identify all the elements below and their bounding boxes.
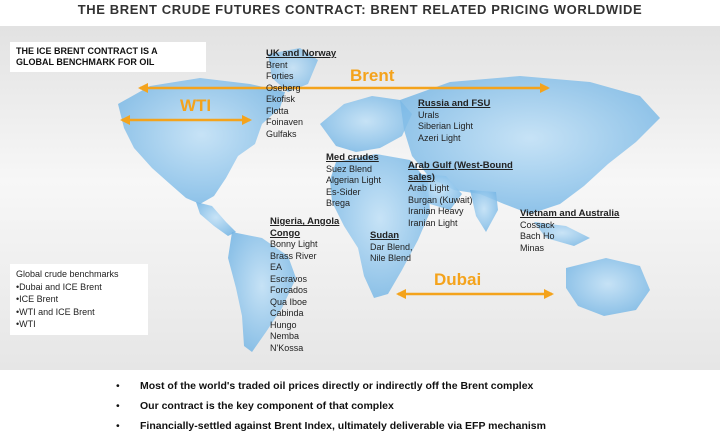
crude-grade: Siberian Light [418, 121, 474, 131]
crude-grade: Es-Sider [326, 186, 361, 197]
central-america-landmass [196, 202, 236, 236]
crude-grade: Forties [266, 71, 294, 81]
key-point: • Most of the world's traded oil prices … [0, 378, 720, 398]
legend-item: •WTI [16, 319, 36, 329]
key-point-text: Most of the world's traded oil prices di… [140, 380, 534, 392]
region-arab-gulf: Arab Gulf (West-Bound sales) Arab Light … [408, 160, 518, 229]
south-america-landmass [228, 232, 296, 352]
crude-grade: Ekofisk [266, 94, 296, 104]
crude-grade: Iranian Light [408, 217, 458, 228]
crude-grade: Algerian Light [326, 175, 382, 185]
benchmark-callout: THE ICE BRENT CONTRACT IS A GLOBAL BENCH… [10, 42, 206, 72]
region-sudan: Sudan Dar Blend, Nile Blend [370, 230, 413, 265]
legend-item: •Dubai and ICE Brent [16, 281, 102, 292]
key-point-text: Our contract is the key component of tha… [140, 400, 394, 412]
crude-grade: Dar Blend, [370, 241, 413, 252]
region-russia-fsu: Russia and FSU Urals Siberian Light Azer… [418, 98, 490, 144]
callout-line: THE ICE BRENT CONTRACT IS A [16, 46, 158, 56]
bullet-marker: • [116, 420, 120, 432]
region-title: UK and Norway [266, 48, 337, 59]
region-vietnam-australia: Vietnam and Australia Cossack Bach Ho Mi… [520, 208, 619, 254]
region-title: Sudan [370, 230, 400, 241]
bullet-marker: • [116, 400, 120, 412]
region-title: Med crudes [326, 152, 379, 163]
region-med-crudes: Med crudes Suez Blend Algerian Light Es-… [326, 152, 381, 210]
region-title: Vietnam and Australia [520, 208, 620, 219]
asia-landmass [400, 76, 660, 214]
crude-grade: Qua Iboe [270, 296, 308, 307]
crude-grade: Arab Light [408, 183, 450, 193]
crude-grade: Cabinda [270, 308, 304, 318]
bullet-marker: • [116, 380, 120, 392]
crude-grade: Gulfaks [266, 128, 297, 139]
world-map: Brent WTI Dubai THE ICE BRENT CONTRACT I… [0, 26, 720, 370]
crude-grade: Hungo [270, 319, 297, 330]
crude-grade: Brent [266, 59, 288, 70]
crude-grade: Minas [520, 242, 545, 253]
crude-grade: Flotta [266, 105, 289, 116]
crude-grade: N'Kossa [270, 342, 304, 353]
crude-grade: Azeri Light [418, 132, 461, 143]
legend-item: •WTI and ICE Brent [16, 306, 95, 317]
arabia-landmass [418, 174, 462, 210]
crude-grade: Nile Blend [370, 253, 412, 263]
australia-landmass [566, 258, 650, 316]
key-point: • Our contract is the key component of t… [0, 398, 720, 418]
southeast-asia-islands [534, 222, 590, 246]
crude-grade: Nemba [270, 331, 300, 341]
callout-line: GLOBAL BENCHMARK FOR OIL [16, 57, 155, 67]
page-title: THE BRENT CRUDE FUTURES CONTRACT: BRENT … [77, 2, 643, 17]
crude-grade: EA [270, 262, 283, 272]
region-nigeria-angola-congo: Nigeria, Angola Congo Bonny Light Brass … [270, 216, 344, 354]
north-america-landmass [118, 78, 285, 204]
crude-grade: Urals [418, 109, 440, 120]
crude-grade: Escravos [270, 273, 308, 284]
crude-grade: Foinaven [266, 117, 304, 127]
india-landmass [470, 190, 498, 232]
key-point-text: Financially-settled against Brent Index,… [140, 420, 546, 432]
crude-grade: Forcados [270, 285, 308, 295]
brent-benchmark-label: Brent [350, 66, 395, 85]
wti-benchmark-label: WTI [180, 96, 212, 115]
crude-grade: Bonny Light [270, 239, 318, 249]
crude-grade: Bach Ho [520, 231, 555, 241]
region-title: Russia and FSU [418, 98, 491, 109]
crude-grade: Brega [326, 198, 351, 208]
benchmark-legend: Global crude benchmarks •Dubai and ICE B… [10, 264, 148, 335]
key-points: • Most of the world's traded oil prices … [0, 378, 720, 438]
legend-title: Global crude benchmarks [16, 269, 119, 279]
region-title: Nigeria, Angola Congo [270, 216, 340, 239]
africa-landmass [330, 154, 430, 298]
region-uk-norway: UK and Norway Brent Forties Oseberg Ekof… [266, 48, 336, 140]
crude-grade: Suez Blend [326, 163, 373, 174]
crude-grade: Burgan (Kuwait) [408, 194, 473, 205]
crude-grade: Oseberg [266, 82, 301, 93]
world-map-graphic [118, 48, 660, 352]
legend-item: •ICE Brent [16, 294, 59, 304]
greenland-landmass [268, 48, 318, 92]
key-point: • Financially-settled against Brent Inde… [0, 418, 720, 438]
crude-grade: Iranian Heavy [408, 206, 464, 216]
crude-grade: Cossack [520, 219, 555, 230]
region-title: Arab Gulf (West-Bound sales) [408, 160, 513, 183]
crude-grade: Brass River [270, 250, 317, 261]
dubai-benchmark-label: Dubai [434, 270, 482, 289]
europe-landmass [320, 96, 412, 152]
